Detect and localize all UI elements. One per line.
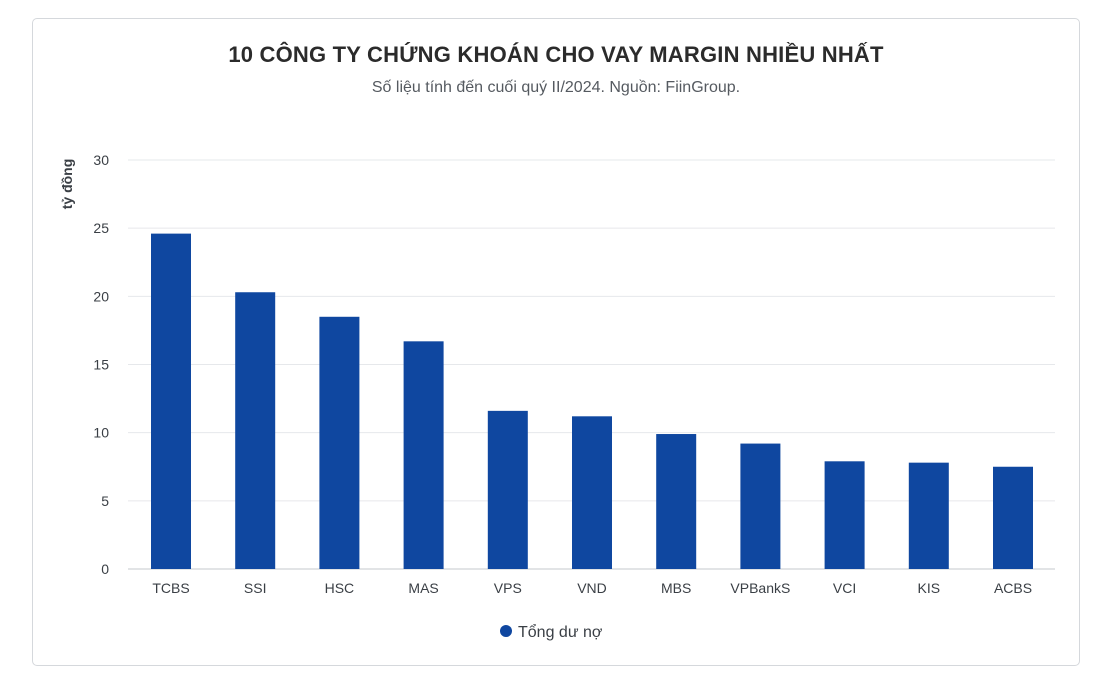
y-tick-label: 15	[93, 357, 109, 373]
x-tick-label: ACBS	[994, 580, 1032, 596]
bar-hsc[interactable]	[319, 316, 360, 569]
bar-vps[interactable]	[487, 410, 528, 569]
bar-kis[interactable]	[908, 462, 949, 569]
x-tick-label: VPBankS	[730, 580, 790, 596]
gridlines	[128, 159, 1055, 570]
y-axis-label: tỷ đồng	[59, 159, 75, 210]
bar-mas[interactable]	[403, 341, 444, 569]
x-tick-label: HSC	[325, 580, 355, 596]
x-tick-label: SSI	[244, 580, 267, 596]
bar-vci[interactable]	[824, 461, 865, 569]
chart-subtitle: Số liệu tính đến cuối quý II/2024. Nguồn…	[371, 79, 741, 96]
y-tick-label: 20	[93, 288, 109, 304]
x-tick-label: VND	[577, 580, 607, 596]
y-tick-label: 10	[93, 425, 109, 441]
y-tick-label: 25	[93, 220, 109, 236]
bar-vnd[interactable]	[572, 416, 612, 569]
bar-acbs[interactable]	[993, 466, 1033, 569]
y-tick-label: 30	[93, 152, 109, 168]
y-tick-label: 0	[101, 561, 109, 577]
x-tick-label: KIS	[918, 580, 941, 596]
bar-mbs[interactable]	[656, 434, 697, 569]
legend-swatch-icon	[500, 625, 512, 637]
x-tick-label: MBS	[661, 580, 691, 596]
legend-label: Tổng dư nợ	[518, 623, 603, 641]
bar-vpbanks[interactable]	[740, 443, 781, 569]
y-axis-ticks: 0 5 10 15 20 25 30	[93, 152, 109, 577]
chart-card: 10 CÔNG TY CHỨNG KHOÁN CHO VAY MARGIN NH…	[32, 18, 1080, 666]
bar-ssi[interactable]	[235, 292, 276, 569]
x-tick-label: VPS	[494, 580, 522, 596]
x-tick-label: MAS	[408, 580, 438, 596]
y-tick-label: 5	[101, 493, 109, 509]
x-tick-label: VCI	[833, 580, 856, 596]
bars	[151, 233, 1033, 569]
bar-tcbs[interactable]	[151, 233, 191, 569]
x-tick-label: TCBS	[152, 580, 189, 596]
chart-title: 10 CÔNG TY CHỨNG KHOÁN CHO VAY MARGIN NH…	[228, 42, 884, 67]
legend[interactable]: Tổng dư nợ	[500, 623, 603, 641]
x-axis-ticks: TCBS SSI HSC MAS VPS VND MBS VPBankS VCI KIS ACBS	[152, 580, 1032, 596]
